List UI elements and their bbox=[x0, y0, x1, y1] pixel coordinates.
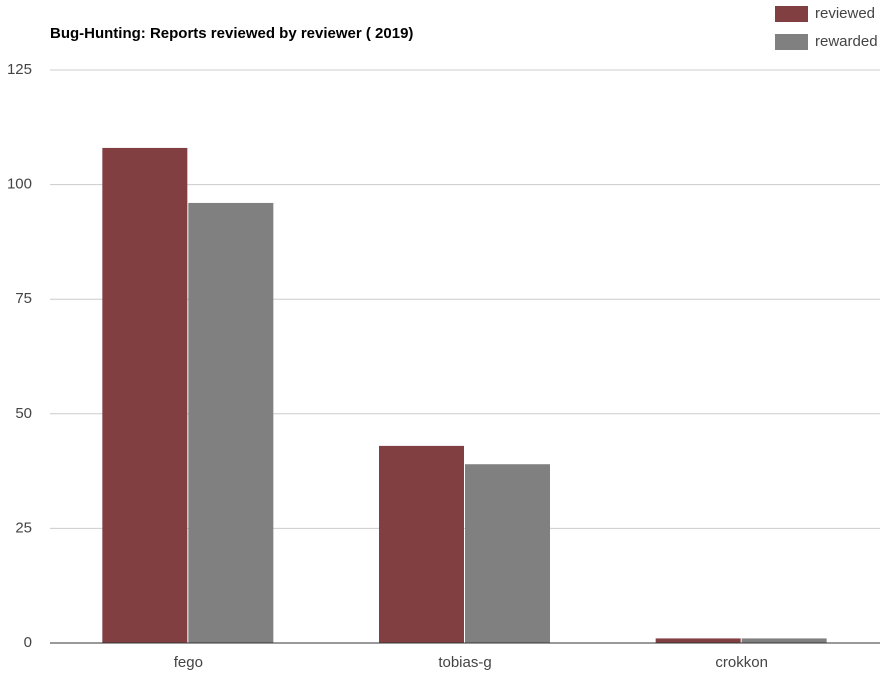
x-tick-label: tobias-g bbox=[438, 654, 491, 671]
x-tick-label: crokkon bbox=[715, 654, 768, 671]
y-tick-label: 25 bbox=[15, 519, 32, 536]
x-tick-label: fego bbox=[174, 654, 203, 671]
bar bbox=[188, 202, 274, 643]
y-tick-label: 50 bbox=[15, 405, 32, 422]
legend-label: reviewed bbox=[815, 5, 875, 22]
y-tick-label: 0 bbox=[24, 634, 32, 651]
chart-title: Bug-Hunting: Reports reviewed by reviewe… bbox=[50, 25, 413, 42]
legend-swatch bbox=[775, 6, 808, 22]
y-tick-label: 100 bbox=[7, 176, 32, 193]
legend-label: rewarded bbox=[815, 33, 878, 50]
y-tick-label: 75 bbox=[15, 290, 32, 307]
y-tick-label: 125 bbox=[7, 61, 32, 78]
bar bbox=[102, 147, 188, 644]
legend-swatch bbox=[775, 34, 808, 50]
bar bbox=[465, 464, 550, 643]
bar bbox=[655, 638, 741, 643]
bar bbox=[379, 445, 464, 643]
bar bbox=[741, 638, 827, 643]
